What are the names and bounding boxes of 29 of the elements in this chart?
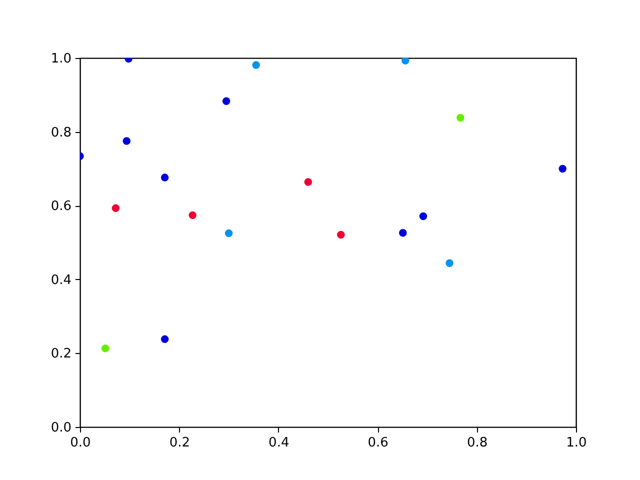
point: [160, 174, 169, 182]
y-tick-label: 0.6: [50, 199, 72, 214]
point: [101, 344, 110, 352]
point: [160, 335, 169, 344]
x-tick-label: 0.8: [466, 436, 488, 450]
point: [252, 61, 260, 69]
point: [222, 97, 230, 106]
y-tick-label: 0.2: [50, 346, 72, 362]
x-tick-label: 0.0: [70, 436, 91, 450]
point: [304, 178, 312, 186]
x-tick-label: 0.4: [268, 436, 290, 450]
point: [188, 211, 196, 220]
x-tick-label: 0.6: [368, 436, 388, 450]
point: [112, 204, 120, 212]
point: [558, 164, 566, 173]
y-tick-label: 0.8: [50, 125, 72, 140]
point: [456, 114, 464, 122]
y-tick-label: 0.0: [50, 420, 72, 436]
y-tick-label: 0.4: [50, 272, 72, 288]
point: [446, 259, 454, 268]
point: [399, 229, 407, 237]
x-tick-label: 0.2: [169, 436, 190, 450]
y-tick-label: 1.0: [50, 52, 72, 66]
point: [224, 229, 233, 238]
point: [419, 212, 428, 220]
point: [122, 137, 130, 145]
x-tick-label: 1.0: [566, 436, 587, 450]
point: [402, 58, 410, 64]
point: [337, 230, 345, 239]
